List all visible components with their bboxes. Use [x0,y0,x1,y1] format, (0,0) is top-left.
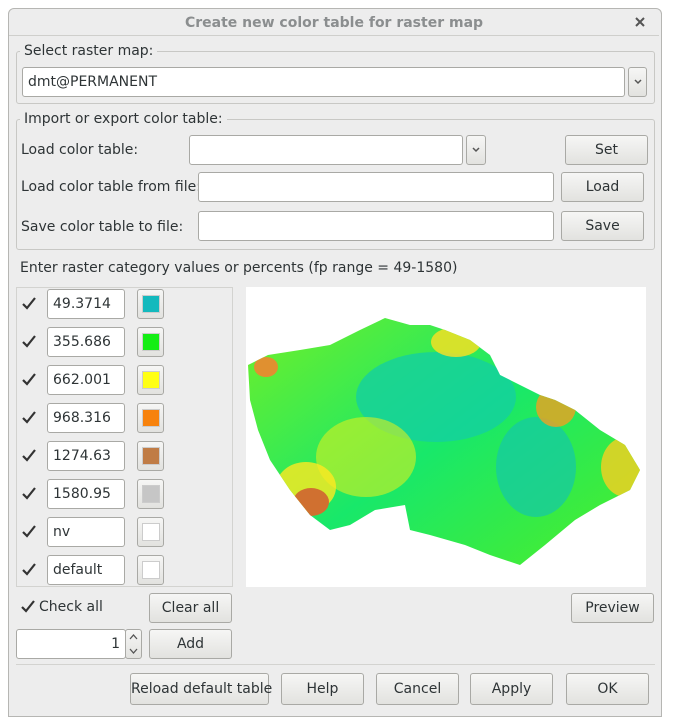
check-mark [22,373,36,386]
row-color-button[interactable] [137,365,164,395]
load-table-label: Load color table: [21,142,139,158]
import-export-label: Import or export color table: [20,110,227,128]
dropdown-arrow [472,147,480,153]
row-color-button[interactable] [137,403,164,433]
dropdown-arrow [633,79,642,85]
spin-buttons[interactable] [125,629,142,659]
row-color-swatch [142,561,160,579]
row-color-swatch [142,485,160,503]
row-color-button[interactable] [137,441,164,471]
row-value-entry[interactable]: 355.686 [47,327,125,357]
clear-all-button[interactable]: Clear all [149,593,232,623]
check-mark [22,297,36,310]
row-checkbox[interactable] [21,448,37,464]
save-button[interactable]: Save [561,211,644,241]
row-value-entry[interactable]: 49.3714 [47,289,125,319]
load-button[interactable]: Load [561,172,644,202]
row-value-entry[interactable]: 662.001 [47,365,125,395]
check-mark [22,449,36,462]
row-checkbox[interactable] [21,486,37,502]
set-button[interactable]: Set [565,135,648,165]
save-file-entry[interactable] [198,211,554,241]
rules-label: Enter raster category values or percents… [20,260,458,276]
add-button[interactable]: Add [149,629,232,659]
spin-entry[interactable]: 1 [16,629,126,659]
row-color-button[interactable] [137,289,164,319]
row-color-swatch [142,409,160,427]
load-table-combo[interactable] [189,135,463,165]
row-color-swatch [142,295,160,313]
title-bar [9,9,659,36]
raster-group-label: Select raster map: [20,42,158,60]
separator [16,664,655,665]
dialog-button[interactable]: Apply [470,673,553,705]
row-value-entry[interactable]: default [47,555,125,585]
row-checkbox[interactable] [21,524,37,540]
row-color-swatch [142,371,160,389]
raster-dropdown[interactable] [628,67,647,97]
dialog-button[interactable]: Help [281,673,364,705]
close-button[interactable] [635,17,645,27]
check-all-checkbox[interactable] [20,599,36,615]
map-raster [248,318,640,565]
row-checkbox[interactable] [21,562,37,578]
row-color-button[interactable] [137,479,164,509]
row-value-entry[interactable]: 1274.63 [47,441,125,471]
row-value-entry[interactable]: 1580.95 [47,479,125,509]
save-file-label: Save color table to file: [21,219,184,235]
check-mark [22,411,36,424]
row-color-button[interactable] [137,327,164,357]
row-value-entry[interactable]: nv [47,517,125,547]
import-export-group [16,119,655,250]
dialog-button[interactable]: Cancel [376,673,459,705]
row-color-button[interactable] [137,555,164,585]
check-mark [22,335,36,348]
check-mark [22,487,36,500]
window-title: Create new color table for raster map [184,15,484,31]
row-color-swatch [142,523,160,541]
row-checkbox[interactable] [21,410,37,426]
row-color-swatch [142,447,160,465]
raster-combo[interactable]: dmt@PERMANENT [22,67,625,97]
rules-panel: 49.3714 355.686 662.001 968.316 1274.63 1580.… [16,287,233,587]
raster-group [16,51,655,104]
load-table-dropdown[interactable] [466,135,486,165]
row-value-entry[interactable]: 968.316 [47,403,125,433]
row-color-button[interactable] [137,517,164,547]
check-all-label[interactable]: Check all [39,599,103,615]
row-checkbox[interactable] [21,372,37,388]
preview-button[interactable]: Preview [571,593,654,623]
dialog-button[interactable]: OK [566,673,649,705]
load-file-label: Load color table from file: [21,179,201,195]
dialog-button[interactable]: Reload default table [130,673,272,705]
row-color-swatch [142,333,160,351]
load-file-entry[interactable] [198,172,554,202]
row-checkbox[interactable] [21,296,37,312]
map-preview [246,287,646,587]
spin-arrows [129,634,138,654]
check-mark [22,525,36,538]
check-mark [22,563,36,576]
row-checkbox[interactable] [21,334,37,350]
